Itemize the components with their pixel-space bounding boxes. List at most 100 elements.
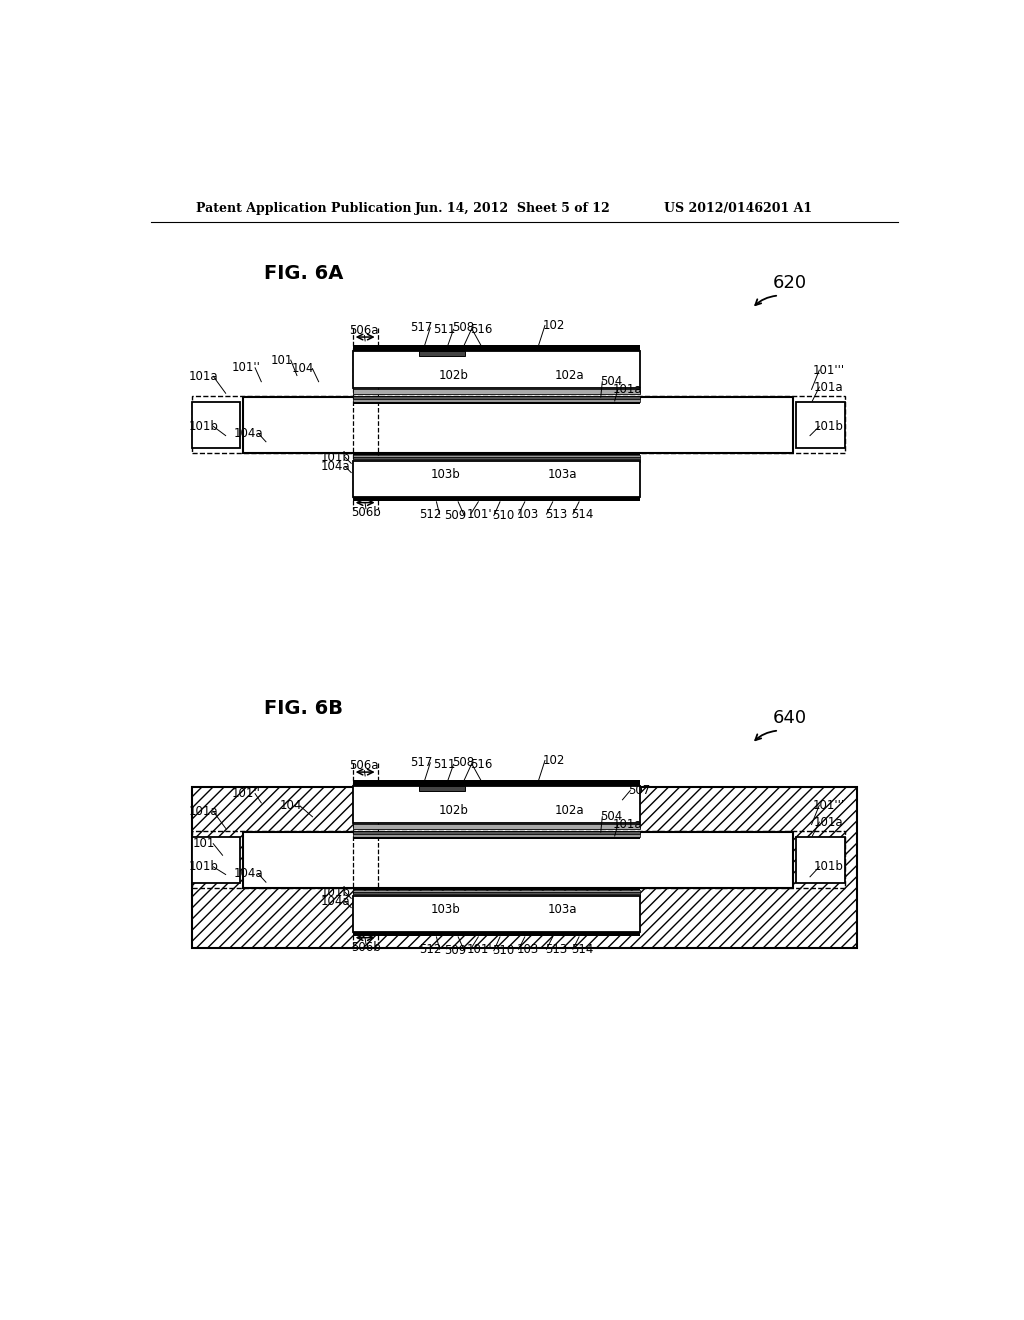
Text: 514: 514 bbox=[571, 942, 593, 956]
Bar bbox=[191, 837, 241, 883]
Text: 103b: 103b bbox=[431, 903, 461, 916]
Text: 102: 102 bbox=[543, 754, 565, 767]
Text: 102b: 102b bbox=[438, 370, 468, 381]
Text: 104: 104 bbox=[292, 362, 314, 375]
Text: 101b: 101b bbox=[189, 420, 219, 433]
Text: 101a: 101a bbox=[612, 383, 642, 396]
Text: 104a: 104a bbox=[321, 895, 350, 908]
Text: 103a: 103a bbox=[547, 903, 577, 916]
Text: 101''': 101''' bbox=[812, 363, 845, 376]
Text: Patent Application Publication: Patent Application Publication bbox=[197, 202, 412, 215]
Text: 101: 101 bbox=[193, 837, 215, 850]
Text: US 2012/0146201 A1: US 2012/0146201 A1 bbox=[665, 202, 812, 215]
Text: 103a: 103a bbox=[547, 467, 577, 480]
Text: 101a: 101a bbox=[189, 805, 219, 818]
Bar bbox=[352, 498, 640, 502]
Text: 640: 640 bbox=[773, 709, 807, 727]
Text: FIG. 6A: FIG. 6A bbox=[263, 264, 343, 284]
Text: 101b: 101b bbox=[321, 886, 350, 899]
Text: 101'': 101'' bbox=[231, 787, 260, 800]
Text: 104a: 104a bbox=[234, 426, 264, 440]
Text: 506b: 506b bbox=[351, 941, 381, 954]
Text: 101a: 101a bbox=[189, 370, 219, 383]
Text: 513: 513 bbox=[545, 508, 567, 520]
Text: 101b: 101b bbox=[814, 420, 844, 433]
Text: FIG. 6B: FIG. 6B bbox=[263, 700, 343, 718]
Bar bbox=[352, 834, 640, 837]
Text: 101b: 101b bbox=[321, 450, 350, 463]
Bar bbox=[419, 351, 465, 355]
Text: 101a: 101a bbox=[814, 380, 844, 393]
Bar bbox=[352, 785, 640, 822]
Text: 101'': 101'' bbox=[231, 362, 260, 375]
Text: 104: 104 bbox=[280, 800, 302, 813]
Bar bbox=[352, 401, 640, 404]
Text: 506b: 506b bbox=[351, 506, 381, 519]
Bar bbox=[243, 832, 793, 887]
Bar bbox=[243, 832, 793, 887]
Text: 102: 102 bbox=[543, 319, 565, 333]
Bar bbox=[796, 401, 845, 447]
Text: 102b: 102b bbox=[438, 804, 468, 817]
Text: 101b: 101b bbox=[814, 861, 844, 874]
Bar bbox=[419, 785, 465, 791]
Text: 508: 508 bbox=[452, 756, 474, 770]
Bar bbox=[352, 892, 640, 895]
Text: 509: 509 bbox=[444, 510, 466, 523]
Text: 512: 512 bbox=[419, 942, 441, 956]
Bar bbox=[796, 837, 845, 883]
Text: 103: 103 bbox=[517, 508, 539, 520]
Bar bbox=[191, 401, 241, 447]
Text: 517: 517 bbox=[410, 756, 432, 770]
Text: 101': 101' bbox=[467, 508, 493, 520]
Bar bbox=[352, 345, 640, 351]
Bar bbox=[352, 396, 640, 399]
Text: 510: 510 bbox=[492, 510, 514, 523]
Bar bbox=[352, 825, 640, 829]
Bar bbox=[243, 397, 793, 453]
Text: 504: 504 bbox=[600, 810, 623, 824]
Text: 101a: 101a bbox=[814, 816, 844, 829]
Text: 506a: 506a bbox=[349, 759, 379, 772]
Text: 516: 516 bbox=[470, 323, 493, 335]
Text: 103: 103 bbox=[517, 942, 539, 956]
Bar bbox=[352, 891, 640, 936]
Text: 512: 512 bbox=[419, 508, 441, 520]
Text: 513: 513 bbox=[545, 942, 567, 956]
Text: 509: 509 bbox=[444, 944, 466, 957]
Bar bbox=[191, 788, 856, 948]
Text: 511: 511 bbox=[433, 323, 456, 335]
Text: 103b: 103b bbox=[431, 467, 461, 480]
Bar bbox=[352, 793, 640, 840]
Bar bbox=[352, 837, 640, 840]
Bar bbox=[352, 461, 640, 498]
Bar bbox=[352, 400, 640, 401]
Bar bbox=[352, 453, 640, 455]
Bar bbox=[352, 830, 640, 834]
Bar bbox=[191, 396, 845, 453]
Bar bbox=[352, 896, 640, 932]
Bar bbox=[352, 459, 640, 462]
Text: 504: 504 bbox=[600, 375, 623, 388]
Text: 508: 508 bbox=[452, 321, 474, 334]
Text: 514: 514 bbox=[571, 508, 593, 520]
Text: 101: 101 bbox=[270, 354, 293, 367]
Bar bbox=[352, 894, 640, 896]
Bar bbox=[352, 457, 640, 459]
Bar bbox=[191, 830, 845, 887]
Bar bbox=[352, 932, 640, 936]
Text: 510: 510 bbox=[492, 944, 514, 957]
Text: 517: 517 bbox=[410, 321, 432, 334]
Bar bbox=[191, 837, 241, 883]
Text: 507: 507 bbox=[629, 784, 650, 797]
Bar bbox=[796, 837, 845, 883]
Text: 511: 511 bbox=[433, 758, 456, 771]
Text: 104a: 104a bbox=[234, 867, 264, 880]
Text: 102a: 102a bbox=[555, 370, 585, 381]
Text: 620: 620 bbox=[773, 275, 807, 292]
Text: 516: 516 bbox=[470, 758, 493, 771]
Text: 104a: 104a bbox=[321, 459, 350, 473]
Bar bbox=[352, 455, 640, 457]
Text: Jun. 14, 2012  Sheet 5 of 12: Jun. 14, 2012 Sheet 5 of 12 bbox=[415, 202, 610, 215]
Text: 101b: 101b bbox=[189, 861, 219, 874]
